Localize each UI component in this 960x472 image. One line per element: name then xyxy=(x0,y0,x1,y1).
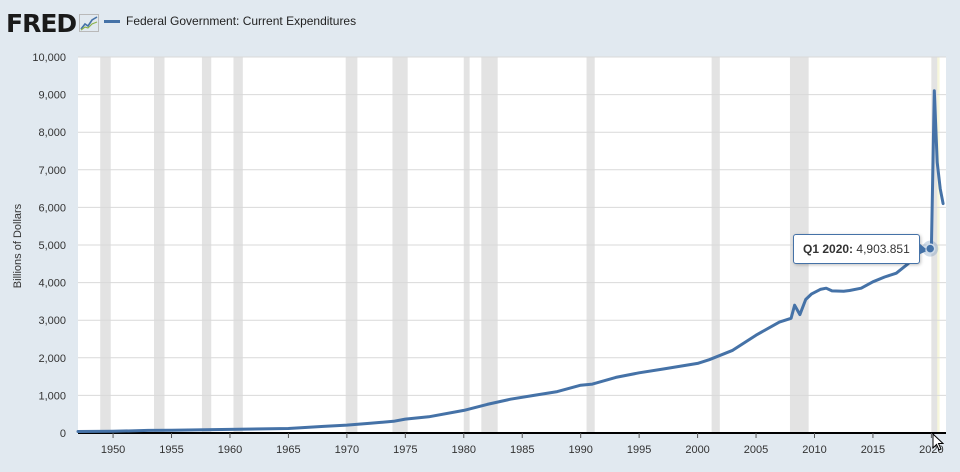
logo-graph-icon xyxy=(79,14,100,32)
y-tick-label: 0 xyxy=(60,428,66,440)
y-tick-label: 9,000 xyxy=(38,90,66,102)
tooltip-date: Q1 2020: xyxy=(803,242,854,256)
x-tick-label: 1965 xyxy=(276,444,300,456)
x-tick-label: 1995 xyxy=(627,444,651,456)
x-tick-label: 1985 xyxy=(510,444,534,456)
chart-header: FRED Federal Government: Current Expendi… xyxy=(0,0,960,44)
fred-logo[interactable]: FRED xyxy=(6,8,100,38)
y-axis-title: Billions of Dollars xyxy=(12,203,24,288)
hover-halo xyxy=(922,240,939,257)
x-tick-label: 1960 xyxy=(218,444,242,456)
y-tick-label: 3,000 xyxy=(38,315,66,327)
mouse-cursor-icon xyxy=(932,433,944,451)
y-tick-label: 4,000 xyxy=(38,278,66,290)
y-axis-labels: 0 1,000 2,000 3,000 4,000 5,000 6,000 7,000 8,00… xyxy=(32,52,66,440)
x-tick-label: 1975 xyxy=(393,444,417,456)
x-tick-label: 1990 xyxy=(568,444,592,456)
tooltip-value: 4,903.851 xyxy=(856,242,910,256)
chart-legend: Federal Government: Current Expenditures xyxy=(104,14,356,28)
x-tick-label: 1980 xyxy=(452,444,476,456)
legend-label[interactable]: Federal Government: Current Expenditures xyxy=(126,14,357,28)
y-tick-label: 10,000 xyxy=(32,52,66,64)
y-tick-label: 6,000 xyxy=(38,202,66,214)
y-tick-label: 8,000 xyxy=(38,127,66,139)
x-tick-label: 2015 xyxy=(861,444,885,456)
x-tick-label: 2000 xyxy=(685,444,709,456)
series-line[interactable] xyxy=(76,89,945,433)
y-tick-label: 7,000 xyxy=(38,165,66,177)
y-tick-label: 5,000 xyxy=(38,240,66,252)
x-tick-label: 2010 xyxy=(802,444,826,456)
x-tick-label: 1955 xyxy=(159,444,183,456)
legend-swatch xyxy=(104,19,120,23)
fred-logo-text: FRED xyxy=(6,8,77,38)
hover-marker xyxy=(924,243,936,254)
x-axis: 1950 1955 1960 1965 1970 1975 1980 1985 1990 1995… xyxy=(78,432,946,456)
y-tick-label: 1,000 xyxy=(38,390,66,402)
data-tooltip: Q1 2020: 4,903.851 xyxy=(793,234,926,264)
y-tick-label: 2,000 xyxy=(38,353,66,365)
x-tick-label: 1970 xyxy=(335,444,359,456)
x-tick-label: 2005 xyxy=(744,444,768,456)
x-tick-label: 1950 xyxy=(101,444,125,456)
